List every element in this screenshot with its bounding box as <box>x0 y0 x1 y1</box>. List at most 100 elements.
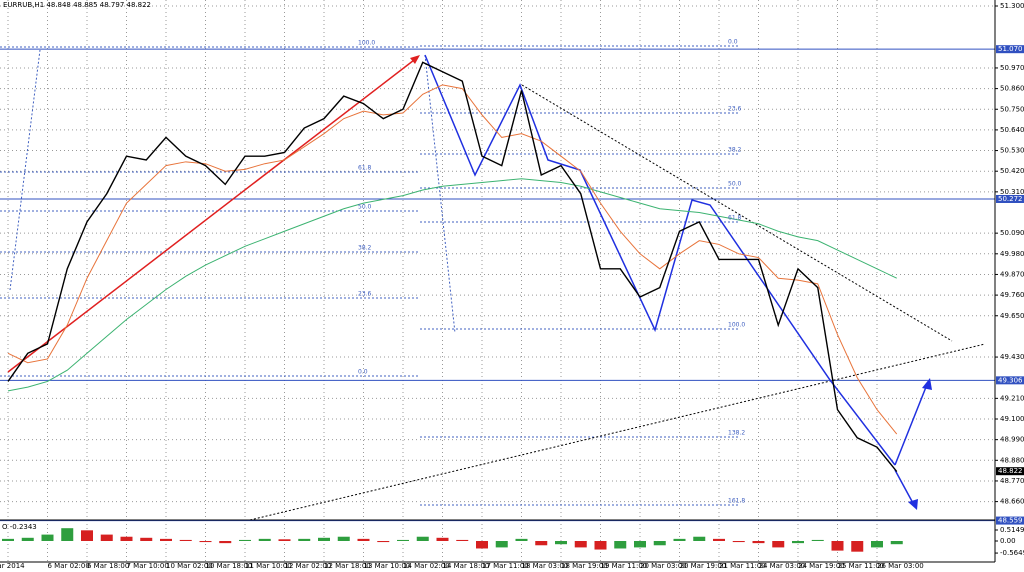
drawings <box>7 49 986 521</box>
y-tick-label: 48.990 <box>1000 436 1024 444</box>
y-tick-label: 48.770 <box>1000 477 1024 485</box>
fib-label: 50.0 <box>728 181 742 188</box>
y-tick-label: 50.530 <box>1000 147 1024 155</box>
x-tick-label: 24 Mar 19:00 <box>798 562 845 570</box>
arrow-head <box>908 499 918 510</box>
y-tick-label: 49.210 <box>1000 394 1024 402</box>
oscillator-bar <box>160 538 172 541</box>
oscillator-bar <box>298 538 311 541</box>
y-tick-label: 49.870 <box>1000 270 1024 278</box>
oscillator-bar <box>653 541 666 546</box>
level-box <box>996 194 1024 203</box>
trend-line <box>424 54 456 334</box>
price-line <box>7 61 898 473</box>
oscillator-bar <box>2 538 14 541</box>
y-tick-label: 48.660 <box>1000 498 1024 506</box>
fib-label: 161.8 <box>728 498 745 505</box>
oscillator-bar <box>555 541 567 545</box>
oscillator-bar <box>456 539 469 541</box>
y-tick-label: 49.650 <box>1000 312 1024 320</box>
oscillator-bar <box>535 541 548 546</box>
oscillator-bar <box>515 538 528 541</box>
chart-title: EURRUB,H1 48.848 48.885 48.797 48.822 <box>3 1 151 9</box>
x-tick-label: 10 Mar 02:00 <box>166 562 213 570</box>
oscillator-bar <box>811 539 824 541</box>
y-tick-label: 51.300 <box>1000 2 1024 10</box>
y-tick-label: 49.980 <box>1000 250 1024 258</box>
oscillator-bar <box>258 538 271 541</box>
x-tick-label: 19 Mar 11:00 <box>601 562 648 570</box>
y-tick-label: 49.760 <box>1000 291 1024 299</box>
oscillator-bar <box>61 528 74 541</box>
arrow <box>7 56 419 373</box>
oscillator-bar <box>199 541 212 543</box>
oscillator-bar <box>574 541 587 548</box>
oscillator-bar <box>890 541 903 545</box>
oscillator-bar <box>278 539 291 541</box>
fib-label: 50.0 <box>358 204 372 211</box>
trend-line <box>249 343 986 521</box>
level-box <box>996 516 1024 525</box>
fib-label: 61.8 <box>358 165 372 172</box>
oscillator-bar <box>81 530 93 541</box>
oscillator-bar <box>120 536 133 541</box>
y-tick-label: 0.00 <box>1000 537 1016 545</box>
level-label: 51.070 <box>998 45 1023 53</box>
oscillator-bar <box>219 541 232 544</box>
oscillator-bar <box>594 541 607 550</box>
arrow-head <box>922 378 932 390</box>
oscillator-bar <box>476 541 488 549</box>
x-tick-label: 6 Mar 18:00 <box>87 562 129 570</box>
oscillator-bar <box>614 541 627 549</box>
x-tick-label: 24 Mar 03:00 <box>759 562 806 570</box>
moving-average <box>7 84 898 435</box>
oscillator-bar <box>41 534 54 541</box>
oscillator-bar <box>792 541 804 544</box>
oscillator-bar <box>634 541 646 548</box>
oscillator-bar <box>752 541 765 544</box>
oscillator-bar <box>140 537 153 541</box>
oscillator-bar <box>377 541 390 543</box>
plot <box>7 61 898 473</box>
oscillator-bar <box>871 541 883 548</box>
price-box <box>996 467 1024 476</box>
x-tick-label: 7 Mar 10:00 <box>127 562 169 570</box>
fib-label: 0.0 <box>728 39 738 46</box>
trend-line <box>9 49 41 291</box>
oscillator-bar <box>673 538 686 541</box>
fib-label: 61.8 <box>728 215 742 222</box>
fib-label: 0.0 <box>358 369 368 376</box>
y-tick-label: 49.430 <box>1000 353 1024 361</box>
level-box <box>996 45 1024 54</box>
fib-label: 138.2 <box>728 430 745 437</box>
x-tick-label: 21 Mar 11:00 <box>719 562 766 570</box>
x-tick-label: 18 Mar 03:00 <box>522 562 569 570</box>
level-label: 50.272 <box>998 195 1023 203</box>
fib-label: 100.0 <box>728 322 745 329</box>
x-tick-label: 12 Mar 02:00 <box>285 562 332 570</box>
x-tick-label: 26 Mar 03:00 <box>877 562 924 570</box>
oscillator-bar <box>693 536 706 541</box>
level-label: 49.306 <box>998 376 1023 384</box>
x-tick-label: 11 Mar 10:00 <box>245 562 292 570</box>
y-tick-label: 50.640 <box>1000 126 1024 134</box>
level-box <box>996 376 1024 385</box>
arrow <box>894 469 915 506</box>
oscillator-bar <box>495 541 508 548</box>
zigzag <box>424 54 896 466</box>
grid <box>0 0 995 562</box>
fib-label: 23.6 <box>358 291 372 298</box>
x-tick-label: 14 Mar 02:00 <box>403 562 450 570</box>
oscillator-bar <box>732 541 745 543</box>
y-tick-label: 50.750 <box>1000 105 1024 113</box>
y-tick-label: -0.5649 <box>1000 549 1024 557</box>
x-tick-label: Mar 2014 <box>0 562 25 570</box>
oscillator-bar <box>179 539 192 541</box>
oscillator-bar <box>100 534 113 541</box>
arrow-head <box>410 55 420 64</box>
oscillator-title: O -0.2343 <box>2 523 37 531</box>
oscillator-bar <box>436 537 449 541</box>
x-tick-label: 14 Mar 18:00 <box>443 562 490 570</box>
